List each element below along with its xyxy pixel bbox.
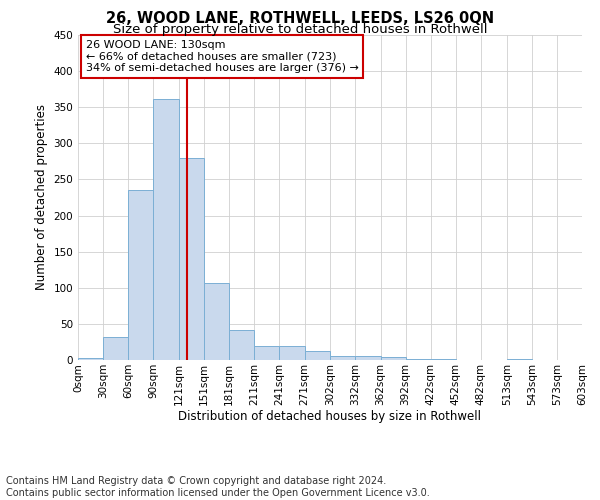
Text: Contains HM Land Registry data © Crown copyright and database right 2024.
Contai: Contains HM Land Registry data © Crown c… [6,476,430,498]
Bar [153,98,179,360]
Bar [103,337,128,360]
Text: 26 WOOD LANE: 130sqm
← 66% of detached houses are smaller (723)
34% of semi-deta: 26 WOOD LANE: 130sqm ← 66% of detached h… [86,40,358,73]
Text: 26, WOOD LANE, ROTHWELL, LEEDS, LS26 0QN: 26, WOOD LANE, ROTHWELL, LEEDS, LS26 0QN [106,11,494,26]
Bar [179,158,204,360]
X-axis label: Distribution of detached houses by size in Rothwell: Distribution of detached houses by size … [179,410,482,424]
Bar [128,190,153,360]
Bar [78,358,103,360]
Bar [254,346,280,360]
Bar [380,357,406,360]
Bar [331,356,355,360]
Bar [280,346,305,360]
Text: Size of property relative to detached houses in Rothwell: Size of property relative to detached ho… [113,22,487,36]
Bar [355,356,380,360]
Y-axis label: Number of detached properties: Number of detached properties [35,104,48,290]
Bar [305,350,331,360]
Bar [229,330,254,360]
Bar [204,282,229,360]
